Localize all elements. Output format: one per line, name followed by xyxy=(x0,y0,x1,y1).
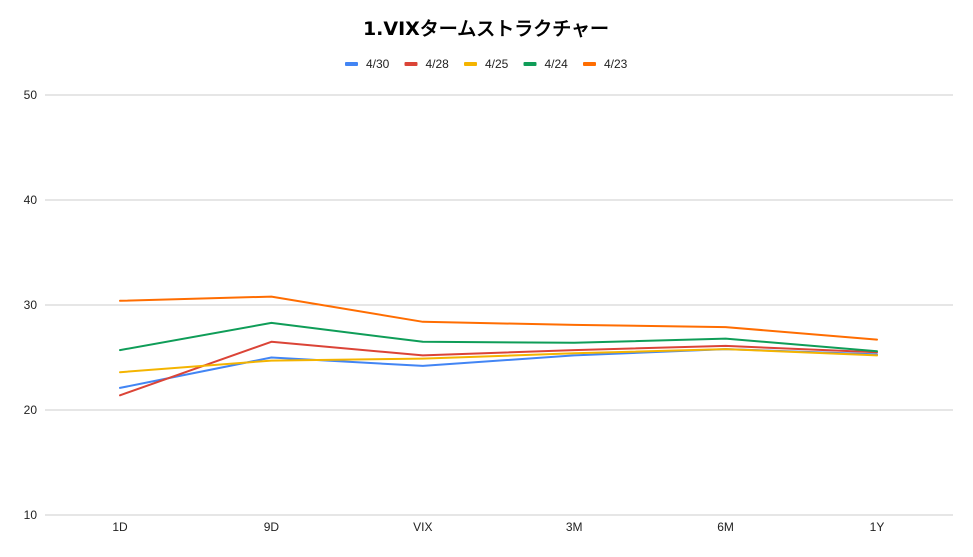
legend-swatch xyxy=(464,62,477,66)
legend-label: 4/24 xyxy=(545,57,569,71)
legend-label: 4/28 xyxy=(426,57,450,71)
legend-swatch xyxy=(523,62,537,66)
legend-swatch xyxy=(583,62,596,66)
y-tick-label: 20 xyxy=(24,403,38,417)
legend-swatch xyxy=(404,62,418,66)
series-line-2 xyxy=(119,348,878,374)
x-tick-label: 1Y xyxy=(870,520,885,534)
legend-swatch xyxy=(345,62,358,66)
legend-item[interactable]: 4/23 xyxy=(583,57,628,71)
legend: 4/30 4/28 4/25 4/24 4/23 xyxy=(345,57,628,71)
chart-title: 1.VIXタームストラクチャー xyxy=(363,18,609,40)
x-tick-label: 1D xyxy=(112,520,128,534)
legend-label: 4/25 xyxy=(485,57,509,71)
legend-label: 4/23 xyxy=(604,57,628,71)
series-line-3 xyxy=(119,321,878,353)
y-tick-label: 30 xyxy=(24,298,38,312)
y-axis-ticks: 10 20 30 40 50 xyxy=(24,88,38,522)
series-line-1 xyxy=(119,340,878,397)
series-lines xyxy=(119,295,878,397)
y-tick-label: 50 xyxy=(24,88,38,102)
legend-item[interactable]: 4/25 xyxy=(464,57,509,71)
series-line-4 xyxy=(119,295,878,341)
x-tick-label: 9D xyxy=(264,520,280,534)
y-tick-label: 40 xyxy=(24,193,38,207)
legend-label: 4/30 xyxy=(366,57,390,71)
legend-item[interactable]: 4/30 xyxy=(345,57,390,71)
x-axis-ticks: 1D 9D VIX 3M 6M 1Y xyxy=(112,520,884,534)
legend-item[interactable]: 4/28 xyxy=(404,57,450,71)
x-tick-label: 3M xyxy=(566,520,583,534)
x-tick-label: VIX xyxy=(413,520,432,534)
legend-item[interactable]: 4/24 xyxy=(523,57,569,71)
gridlines xyxy=(45,94,953,516)
x-tick-label: 6M xyxy=(717,520,734,534)
y-tick-label: 10 xyxy=(24,508,38,522)
